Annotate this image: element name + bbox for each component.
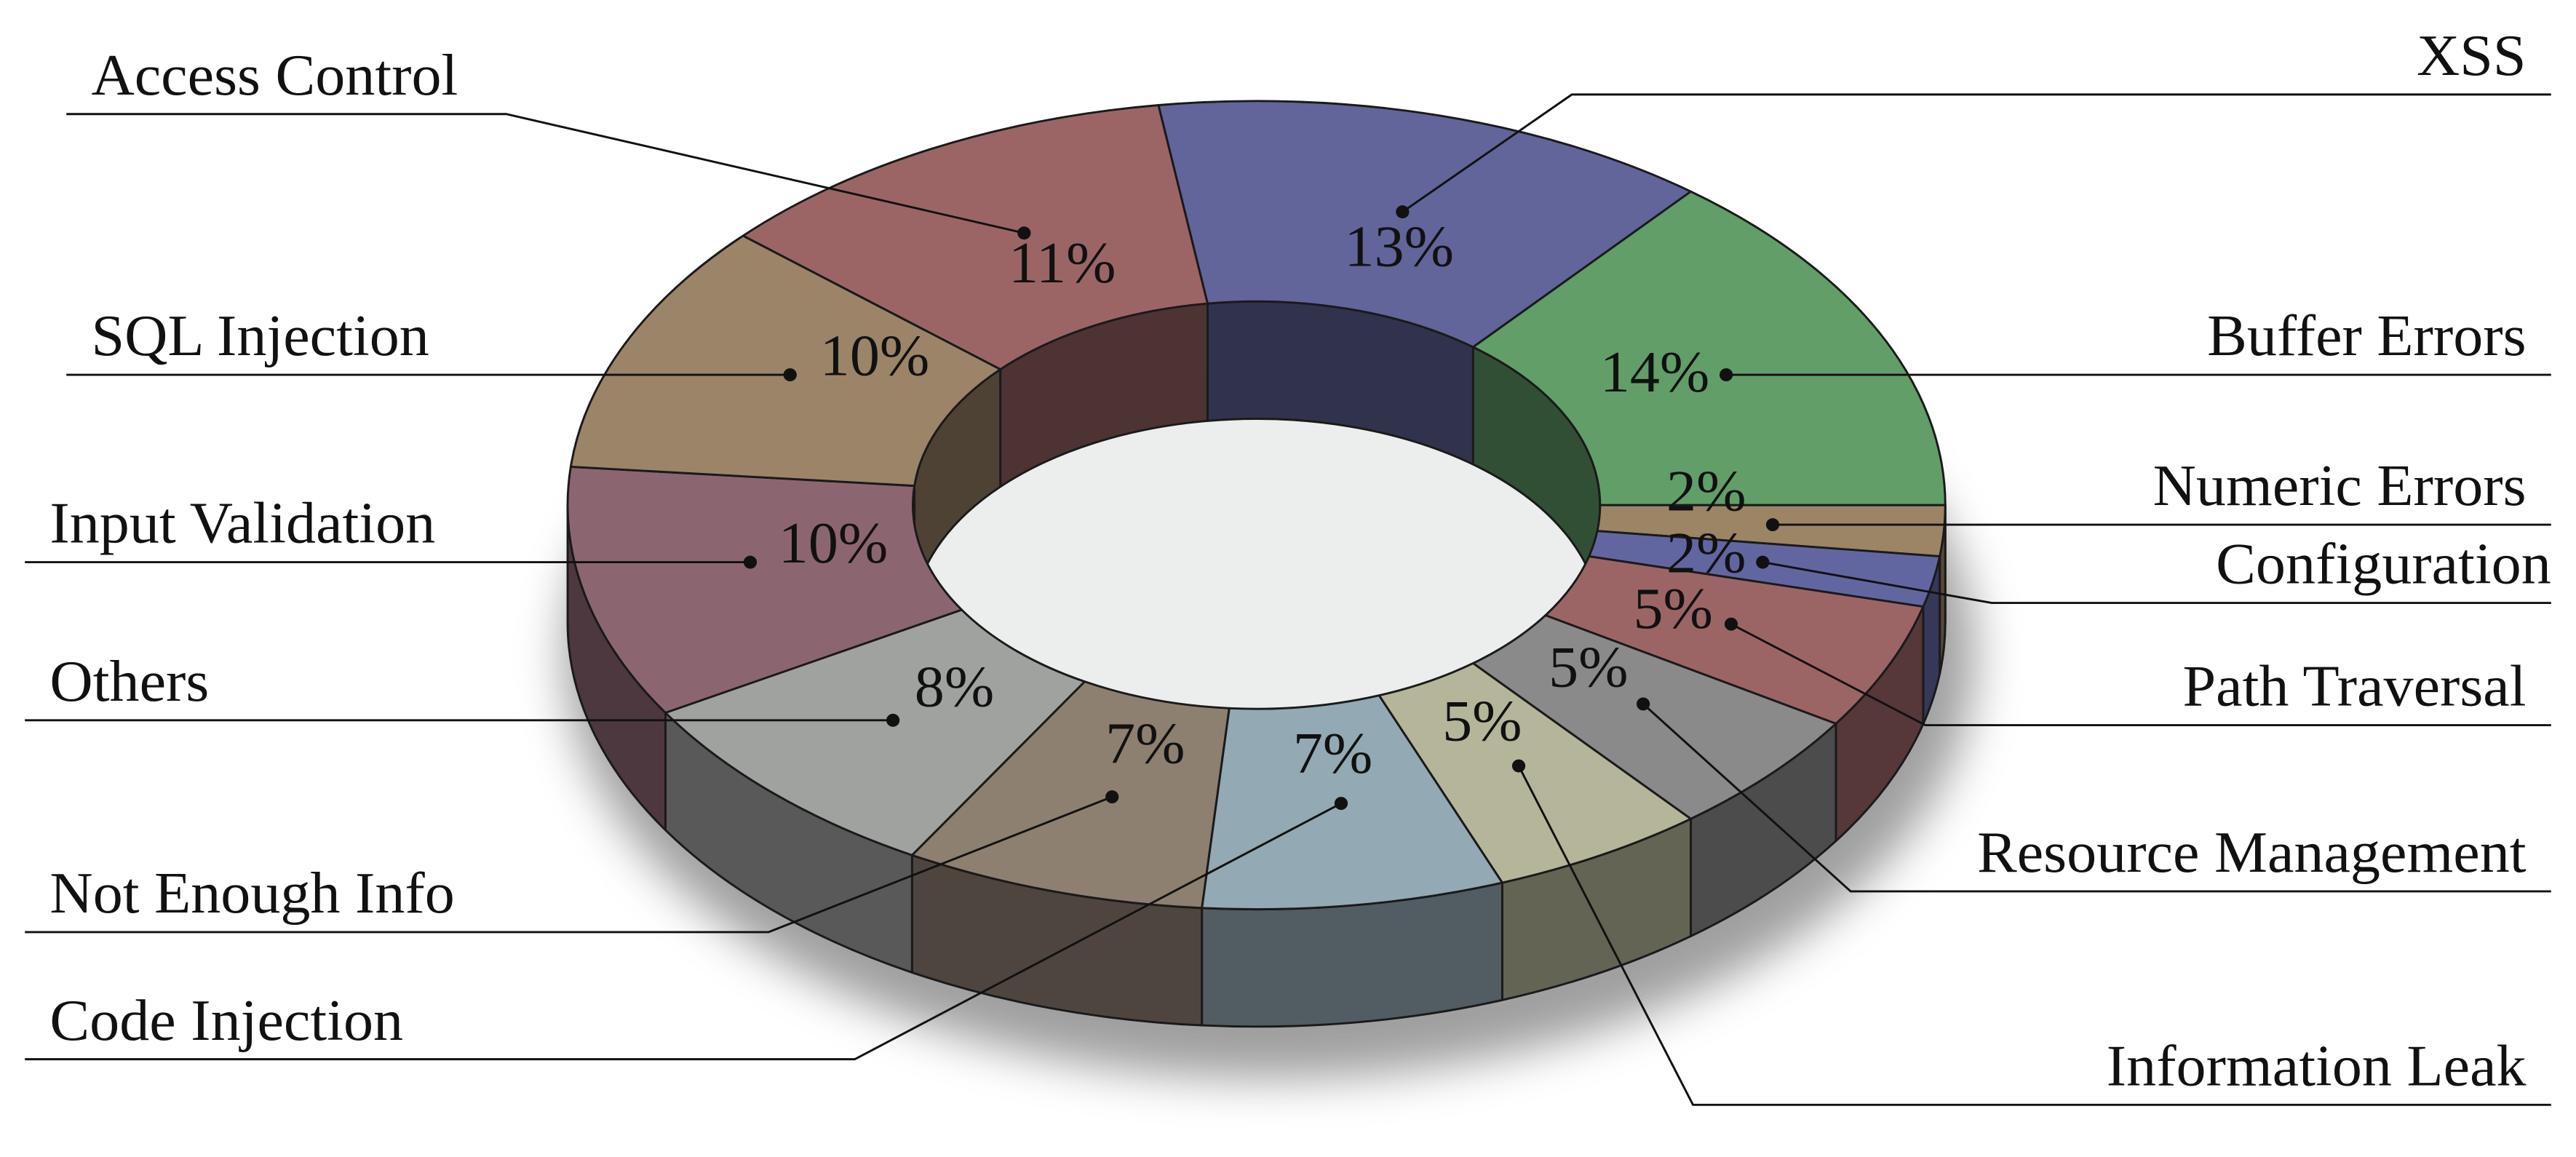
leader-dot [1334, 797, 1348, 810]
leader-dot [1105, 790, 1119, 804]
leader-line [25, 795, 1113, 934]
category-label: Path Traversal [2182, 653, 2526, 718]
slice [910, 680, 1231, 910]
leader-line [66, 113, 1025, 234]
value-label: 7% [1293, 720, 1372, 786]
value-label: 5% [1442, 688, 1522, 753]
category-label: Access Control [91, 42, 458, 108]
value-label: 7% [1105, 710, 1185, 776]
leader-line [1762, 561, 2551, 605]
walls [566, 504, 1947, 1028]
slices [566, 100, 1947, 911]
value-label: 14% [1600, 339, 1710, 405]
leader-line [1642, 703, 2551, 893]
inner-walls [913, 301, 1600, 624]
leader-line [1517, 765, 2551, 1106]
value-label: 10% [820, 322, 930, 388]
value-label: 2% [1666, 458, 1746, 523]
category-label: XSS [2417, 23, 2527, 88]
value-label: 5% [1549, 634, 1628, 699]
value-label: 13% [1345, 213, 1455, 279]
slice [664, 608, 1086, 856]
leader-dot [1511, 759, 1526, 773]
leader-line [25, 802, 1342, 1061]
leader-dot [1756, 555, 1770, 569]
category-label: Not Enough Info [49, 860, 454, 926]
category-label: Code Injection [49, 987, 403, 1052]
category-label: Input Validation [49, 490, 435, 555]
labels: XSS 13% Buffer Errors 14% Numeric Errors 2% Co… [25, 23, 2551, 1106]
slice [1471, 190, 1947, 506]
leader-line [1730, 623, 2551, 727]
value-label: 11% [1009, 230, 1116, 295]
slice [569, 234, 1002, 488]
category-label: Numeric Errors [2153, 453, 2527, 518]
leader-dot [1724, 617, 1738, 631]
slice [742, 104, 1209, 371]
slice [1201, 694, 1503, 911]
leader-dot [1765, 518, 1780, 532]
leader-dot [1636, 697, 1650, 711]
category-label: SQL Injection [91, 303, 429, 368]
category-label: Others [49, 648, 209, 714]
category-label: Configuration [2216, 530, 2551, 596]
value-label: 10% [779, 510, 889, 576]
value-label: 8% [915, 653, 994, 719]
leader-dot [1396, 205, 1410, 219]
category-label: Buffer Errors [2207, 303, 2527, 368]
leader-dot [743, 555, 758, 569]
value-label: 5% [1633, 575, 1712, 640]
leader-dot [1017, 226, 1031, 240]
leader-dot [886, 713, 900, 727]
leader-dot [1720, 368, 1733, 382]
value-label: 2% [1666, 520, 1746, 585]
slice [566, 465, 963, 714]
category-label: Information Leak [2107, 1033, 2527, 1098]
leader-line [1402, 93, 2551, 213]
leader-dot [783, 368, 797, 382]
category-label: Resource Management [1977, 819, 2527, 885]
